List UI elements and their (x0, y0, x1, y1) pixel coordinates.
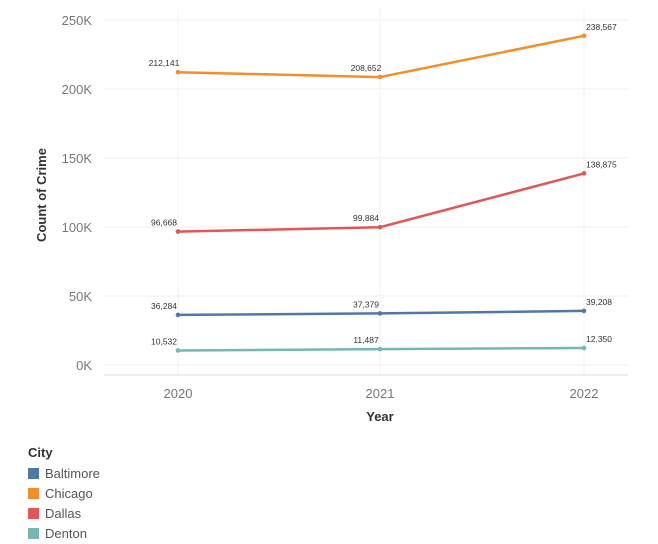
data-label-denton: 12,350 (586, 334, 612, 344)
data-label-chicago: 212,141 (149, 58, 180, 68)
legend-label: Dallas (45, 505, 82, 521)
y-axis-ticks: 0K 50K 100K 150K 200K 250K (62, 13, 93, 373)
y-tick-label: 50K (69, 289, 92, 304)
data-label-baltimore: 39,208 (586, 297, 612, 307)
data-label-denton: 10,532 (151, 336, 177, 346)
data-label-baltimore: 37,379 (353, 299, 379, 309)
x-axis-ticks: 2020 2021 2022 (164, 386, 599, 401)
legend-items: Baltimore Chicago Dallas Denton (28, 463, 100, 543)
data-labels: 36,284 37,379 39,208 212,141 208,652 238,567 9… (149, 22, 617, 347)
data-label-denton: 11,487 (353, 335, 379, 345)
data-label-dallas: 96,668 (151, 218, 177, 228)
data-point-baltimore (175, 312, 181, 318)
legend-swatch (28, 507, 39, 519)
data-point-denton (581, 345, 587, 351)
legend-swatch (28, 527, 39, 539)
x-tick-label: 2021 (366, 386, 395, 401)
y-tick-label: 250K (62, 13, 93, 28)
data-point-dallas (377, 224, 383, 230)
series-lines (175, 33, 587, 353)
data-point-baltimore (581, 308, 587, 314)
legend-label: Denton (45, 525, 87, 541)
data-point-denton (175, 348, 181, 353)
legend-label: Chicago (45, 485, 93, 501)
legend: City Baltimore Chicago Dallas Denton (28, 445, 100, 543)
data-point-chicago (581, 33, 587, 39)
legend-swatch (28, 487, 39, 499)
data-label-chicago: 208,652 (351, 63, 382, 73)
data-point-chicago (377, 74, 383, 80)
legend-swatch (28, 467, 39, 479)
y-tick-label: 0K (76, 358, 92, 373)
legend-item-dallas: Dallas (28, 503, 100, 523)
y-tick-label: 150K (62, 151, 93, 166)
data-label-dallas: 138,875 (586, 159, 617, 169)
legend-item-chicago: Chicago (28, 483, 100, 503)
legend-item-denton: Denton (28, 523, 100, 543)
data-point-denton (377, 346, 383, 352)
data-label-baltimore: 36,284 (151, 301, 177, 311)
gridlines (104, 8, 628, 376)
legend-label: Baltimore (45, 465, 100, 481)
y-tick-label: 200K (62, 82, 93, 97)
data-label-chicago: 238,567 (586, 22, 617, 32)
series-line-dallas (177, 172, 585, 233)
data-point-dallas (175, 229, 181, 234)
legend-item-baltimore: Baltimore (28, 463, 100, 483)
data-point-baltimore (377, 311, 383, 316)
data-point-chicago (175, 69, 181, 75)
x-axis-title: Year (366, 409, 393, 424)
legend-title: City (28, 445, 53, 460)
data-label-dallas: 99,884 (353, 213, 379, 223)
x-tick-label: 2020 (164, 386, 193, 401)
y-axis-title: Count of Crime (34, 148, 49, 242)
y-tick-label: 100K (62, 220, 93, 235)
data-point-dallas (581, 171, 587, 176)
x-tick-label: 2022 (570, 386, 599, 401)
